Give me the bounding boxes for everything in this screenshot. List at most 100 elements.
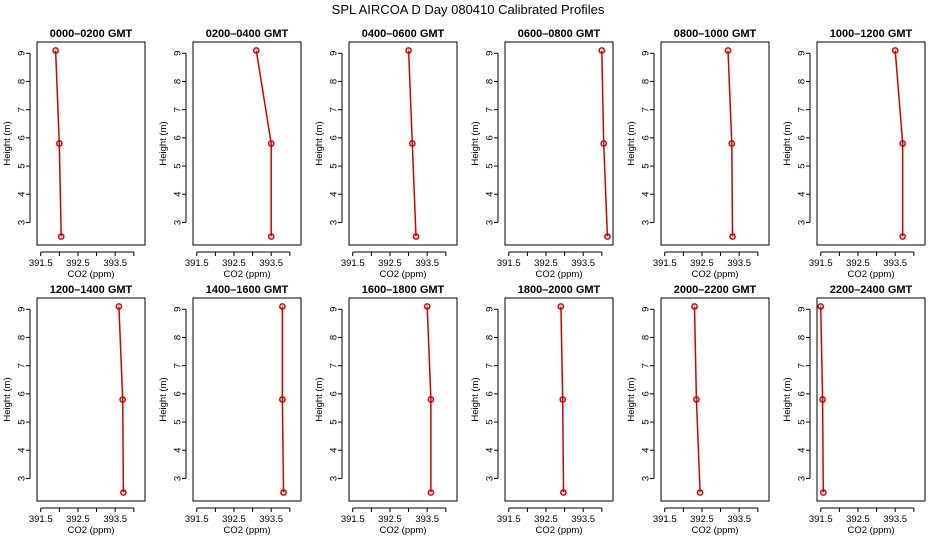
y-axis-label: Height (m) <box>782 121 793 165</box>
y-tick-label: 7 <box>797 363 808 368</box>
x-tick-label: 393.5 <box>883 514 907 525</box>
y-tick-label: 7 <box>641 107 652 112</box>
data-point <box>604 233 611 240</box>
x-tick-label: 392.5 <box>846 514 870 525</box>
plot-frame <box>348 297 458 502</box>
y-axis-label: Height (m) <box>158 121 169 165</box>
x-tick-label: 392.5 <box>690 514 714 525</box>
plot-frame <box>816 41 926 246</box>
y-tick-label: 6 <box>797 135 808 140</box>
y-tick-label: 9 <box>485 307 496 312</box>
y-tick-label: 6 <box>641 135 652 140</box>
data-point <box>280 489 287 496</box>
y-tick-label: 7 <box>173 363 184 368</box>
y-tick-label: 5 <box>17 419 28 424</box>
y-tick-label: 9 <box>641 51 652 56</box>
y-tick-label: 3 <box>641 220 652 225</box>
panel-title: 0400–0600 GMT <box>362 28 445 40</box>
y-tick-label: 8 <box>329 335 340 340</box>
y-tick-label: 7 <box>329 363 340 368</box>
y-tick-label: 8 <box>641 79 652 84</box>
data-point <box>427 396 435 403</box>
y-tick-label: 6 <box>17 391 28 396</box>
y-tick-label: 7 <box>17 363 28 368</box>
panel-title: 0800–1000 GMT <box>674 28 757 40</box>
x-tick-label: 392.5 <box>534 258 558 269</box>
y-tick-label: 5 <box>641 163 652 168</box>
data-point <box>55 140 63 147</box>
x-tick-label: 391.5 <box>497 514 521 525</box>
x-axis-label: CO2 (ppm) <box>380 525 427 536</box>
y-tick-label: 8 <box>17 335 28 340</box>
y-tick-label: 6 <box>173 391 184 396</box>
x-tick-label: 392.5 <box>378 514 402 525</box>
x-tick-label: 391.5 <box>185 514 209 525</box>
y-tick-label: 3 <box>329 220 340 225</box>
profile-line <box>601 50 609 237</box>
panel-title: 0600–0800 GMT <box>518 28 601 40</box>
x-tick-label: 393.5 <box>415 514 439 525</box>
y-axis-label: Height (m) <box>314 121 325 165</box>
profile-line <box>894 50 904 237</box>
profile-line <box>426 306 432 493</box>
x-axis-label: CO2 (ppm) <box>380 269 427 280</box>
y-tick-label: 6 <box>329 391 340 396</box>
data-point <box>412 233 420 240</box>
y-tick-label: 8 <box>485 335 496 340</box>
y-tick-label: 6 <box>641 391 652 396</box>
x-tick-label: 393.5 <box>571 258 595 269</box>
x-tick-label: 393.5 <box>883 258 907 269</box>
data-point <box>724 47 732 54</box>
x-tick-label: 391.5 <box>29 514 53 525</box>
x-tick-label: 391.5 <box>185 258 209 269</box>
y-tick-label: 5 <box>173 419 184 424</box>
x-tick-label: 393.5 <box>415 258 439 269</box>
x-tick-label: 391.5 <box>653 258 677 269</box>
y-tick-label: 3 <box>797 220 808 225</box>
profile-line <box>118 306 125 493</box>
plot-frame <box>192 297 302 502</box>
y-tick-label: 4 <box>485 192 496 197</box>
x-tick-label: 392.5 <box>66 258 90 269</box>
x-axis-label: CO2 (ppm) <box>692 269 739 280</box>
data-point <box>408 140 416 147</box>
y-tick-label: 9 <box>329 307 340 312</box>
y-tick-label: 6 <box>797 391 808 396</box>
y-tick-label: 4 <box>797 192 808 197</box>
y-tick-label: 4 <box>173 448 184 453</box>
plot-frame <box>816 297 926 502</box>
y-axis-label: Height (m) <box>470 121 481 165</box>
profile-line <box>407 50 417 237</box>
x-tick-label: 391.5 <box>497 258 521 269</box>
y-tick-label: 8 <box>797 79 808 84</box>
data-point <box>559 396 567 403</box>
y-tick-label: 3 <box>329 476 340 481</box>
y-axis-label: Height (m) <box>626 121 637 165</box>
y-tick-label: 9 <box>329 51 340 56</box>
data-point <box>696 489 704 496</box>
y-tick-label: 7 <box>485 363 496 368</box>
panel-title: 1000–1200 GMT <box>830 28 913 40</box>
y-tick-label: 8 <box>485 79 496 84</box>
x-tick-label: 393.5 <box>727 514 751 525</box>
panel-title: 1400–1600 GMT <box>206 284 289 296</box>
y-tick-label: 7 <box>329 107 340 112</box>
panel-title: 2200–2400 GMT <box>830 284 913 296</box>
plot-frame <box>36 297 146 502</box>
y-axis-label: Height (m) <box>782 377 793 421</box>
y-tick-label: 4 <box>797 448 808 453</box>
y-tick-label: 3 <box>485 220 496 225</box>
data-point <box>899 140 907 147</box>
y-tick-label: 3 <box>17 220 28 225</box>
y-tick-label: 4 <box>17 192 28 197</box>
profile-line <box>819 306 825 493</box>
y-tick-label: 8 <box>173 79 184 84</box>
y-tick-label: 8 <box>641 335 652 340</box>
x-tick-label: 392.5 <box>66 514 90 525</box>
